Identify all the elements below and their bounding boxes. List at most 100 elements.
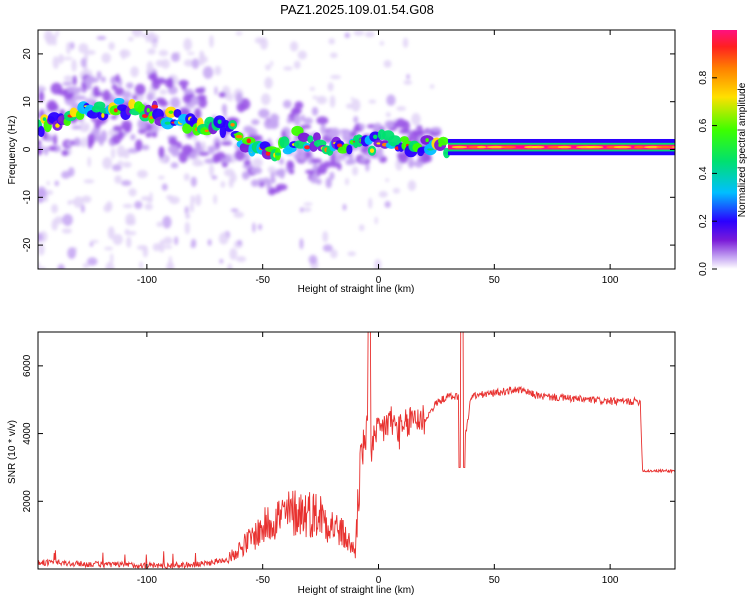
- spectrogram-cell: [378, 190, 388, 198]
- spectrogram-cell: [96, 36, 107, 40]
- spectrogram-cell: [275, 183, 288, 191]
- spectrogram-cell: [342, 136, 349, 143]
- x-tick-label: 0: [376, 575, 382, 586]
- spectrogram-cell: [183, 173, 190, 181]
- spectrogram-cell: [303, 202, 313, 206]
- spectrogram-cell: [120, 180, 132, 186]
- spectrogram-cell: [196, 162, 205, 166]
- spectrogram-cell: [50, 82, 63, 95]
- spectrogram-cell: [239, 98, 251, 110]
- spectrogram-cell: [159, 89, 168, 95]
- spectrogram-cell: [429, 84, 435, 89]
- spectrogram-cell: [407, 180, 417, 191]
- spectrogram-cell: [84, 76, 93, 86]
- spectrogram-cell: [94, 119, 102, 129]
- spectrogram-peak: [369, 148, 375, 153]
- colorbar-tick-label: 0.2: [698, 214, 709, 228]
- spectrogram-cell: [207, 148, 215, 155]
- spectrogram-cell: [38, 146, 43, 156]
- spectrogram-blobs: [38, 30, 442, 269]
- spectrogram-cell: [110, 253, 114, 264]
- y-tick-label: -10: [22, 190, 33, 205]
- spectrogram-cell: [211, 175, 218, 180]
- spectrogram-cell: [162, 215, 172, 229]
- spectrogram-cell: [318, 163, 328, 175]
- spectrogram-ridge: [38, 97, 675, 162]
- spectrogram-cell: [337, 163, 342, 171]
- spectrogram-cell: [134, 83, 146, 96]
- spectrogram-cell: [408, 156, 414, 169]
- colorbar-ticks: 0.0 0.2 0.4 0.6 0.8: [698, 70, 717, 276]
- spectrogram-cell: [316, 116, 329, 125]
- spectrogram-cell: [298, 151, 306, 162]
- spectrogram-cell: [241, 171, 251, 180]
- colorbar-tick-label: 0.8: [698, 70, 709, 84]
- spectrogram-cell: [218, 232, 229, 245]
- y-tick-label: 4000: [22, 422, 33, 445]
- spectrogram-cell: [81, 195, 92, 203]
- spectrogram-cell: [38, 85, 45, 90]
- spectrogram-cell: [183, 38, 193, 51]
- spectrogram-cell: [51, 204, 59, 214]
- spectrogram-cell: [252, 222, 256, 233]
- spectrogram-cell: [359, 157, 368, 163]
- spectrogram-cell: [396, 106, 406, 111]
- spectrogram-band-peak: [557, 145, 572, 149]
- spectrogram-cell: [125, 82, 134, 89]
- spectrogram-cell: [119, 49, 131, 58]
- spectrogram-cell: [184, 103, 194, 108]
- spectrogram-cell: [212, 153, 221, 164]
- spectrogram-cell: [303, 117, 313, 125]
- x-tick-label: 50: [489, 575, 501, 586]
- spectrogram-peak: [55, 123, 60, 128]
- spectrogram-cell: [134, 200, 143, 210]
- spectrogram-cell: [110, 115, 118, 120]
- spectrogram-cell: [368, 197, 373, 209]
- spectrogram-cell: [107, 226, 115, 240]
- spectrogram-cell: [43, 146, 49, 156]
- spectrogram-cell: [105, 261, 115, 269]
- spectrogram-cell: [329, 52, 338, 59]
- colorbar-tick-label: 0.6: [698, 118, 709, 132]
- spectrogram-cell: [112, 164, 122, 172]
- spectrogram-cell: [310, 174, 318, 184]
- spectrogram-band-peak: [476, 145, 487, 149]
- spectrogram-cell: [350, 97, 354, 101]
- spectrogram-cell: [190, 195, 195, 204]
- spectrogram-cell: [61, 170, 71, 179]
- spectrogram-cell: [101, 52, 112, 64]
- spectrogram-cell: [309, 87, 316, 91]
- spectrogram-cell: [128, 188, 137, 197]
- spectrogram-peak: [275, 152, 281, 156]
- spectrogram-band-peak: [451, 145, 468, 149]
- spectrogram-cell: [63, 75, 74, 82]
- spectrogram-cell: [329, 127, 341, 139]
- colorbar: 0.0 0.2 0.4 0.6 0.8 Normalized spectral ampl…: [698, 30, 748, 276]
- spectrogram-cell: [194, 87, 206, 94]
- spectrogram-peak: [164, 121, 171, 125]
- spectrogram-cell: [293, 153, 300, 160]
- spectrogram-cell: [128, 36, 134, 42]
- spectrogram-cell: [299, 207, 304, 213]
- spectrogram-peak: [217, 119, 222, 125]
- spectrogram-cell: [38, 232, 44, 242]
- spectrogram-cell: [185, 212, 190, 220]
- spectrogram-band-peak: [671, 146, 675, 149]
- spectrogram-peak: [42, 117, 47, 121]
- spectrogram-cell: [145, 132, 152, 138]
- spectrogram-cell: [384, 120, 395, 129]
- spectrogram-cell: [193, 107, 202, 120]
- spectrogram-cell: [82, 263, 90, 269]
- spectrogram-cell: [138, 128, 147, 134]
- spectrogram-cell: [96, 70, 102, 80]
- spectrogram-cell: [38, 243, 45, 256]
- spectrogram-cell: [161, 183, 168, 191]
- spectrogram-peak: [146, 107, 150, 113]
- spectrogram-ridge-cell: [182, 123, 193, 134]
- spectrogram-cell: [430, 127, 442, 133]
- spectrogram-cell: [220, 141, 233, 146]
- colorbar-gradient: [712, 30, 737, 269]
- spectrogram-cell: [89, 239, 99, 244]
- spectrogram-cell: [168, 196, 180, 205]
